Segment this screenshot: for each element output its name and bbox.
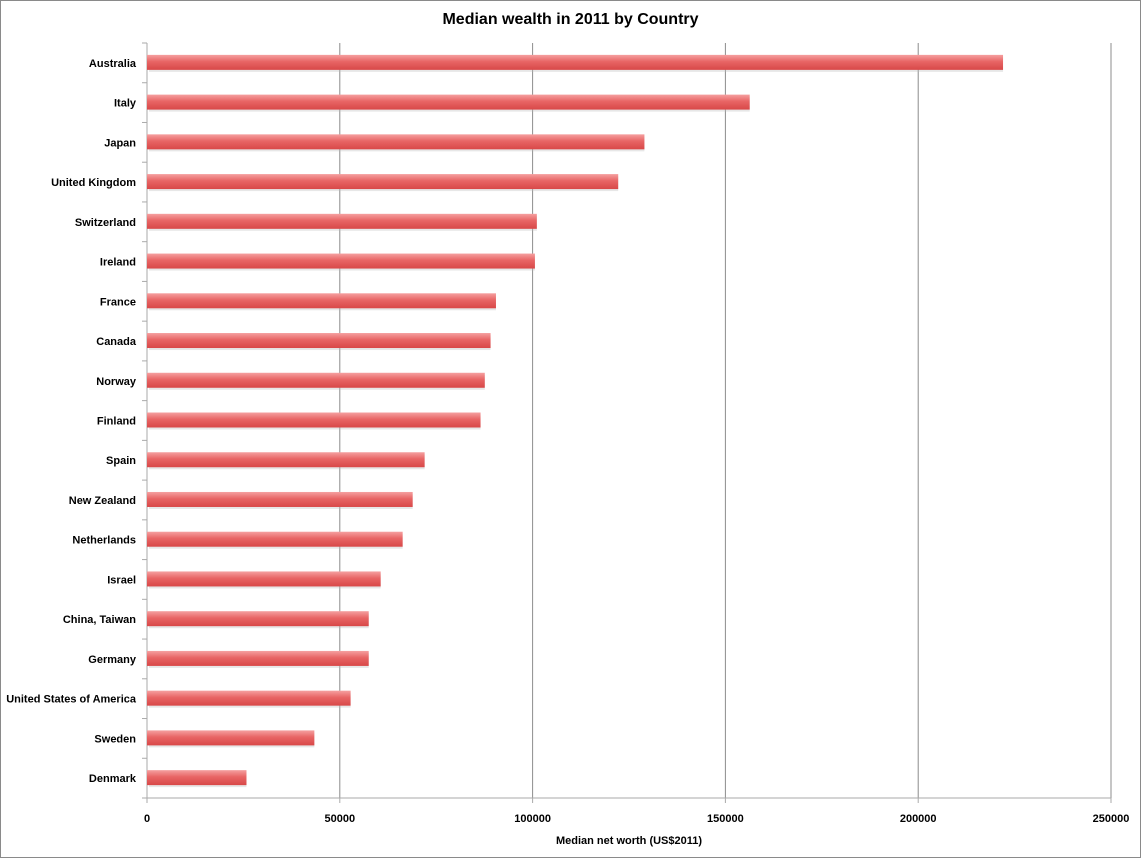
y-tick-label: Finland [97, 416, 136, 428]
x-tick-label: 50000 [325, 813, 356, 825]
chart-title: Median wealth in 2011 by Country [442, 11, 699, 28]
bar [147, 770, 247, 786]
x-axis-title: Median net worth (US$2011) [556, 835, 702, 847]
x-tick-label: 150000 [707, 813, 744, 825]
y-tick-label: Spain [106, 455, 136, 467]
bar [147, 134, 645, 150]
bar [147, 94, 750, 110]
bar [147, 54, 1004, 70]
y-tick-label: Sweden [94, 733, 136, 745]
y-tick-label: France [100, 296, 136, 308]
y-tick-label: Israel [107, 574, 136, 586]
y-tick-label: New Zealand [69, 495, 136, 507]
y-tick-label: China, Taiwan [63, 614, 136, 626]
y-tick-label: Canada [96, 336, 137, 348]
bar [147, 571, 381, 587]
y-tick-label: Australia [89, 58, 137, 70]
bar [147, 412, 481, 428]
y-tick-label: Switzerland [75, 217, 136, 229]
y-tick-label: Ireland [100, 257, 136, 269]
y-tick-label: Denmark [89, 773, 137, 785]
bar [147, 491, 413, 507]
bar [147, 452, 425, 468]
bar [147, 333, 491, 349]
y-tick-label: Germany [88, 654, 137, 666]
y-tick-label: United States of America [6, 694, 137, 706]
y-tick-label: Japan [104, 137, 136, 149]
x-tick-label: 0 [144, 813, 150, 825]
x-tick-label: 100000 [514, 813, 551, 825]
bar [147, 611, 369, 627]
bar [147, 293, 496, 309]
bar [147, 531, 403, 547]
x-tick-label: 200000 [900, 813, 937, 825]
bar [147, 372, 485, 388]
bar [147, 730, 315, 746]
y-tick-label: Netherlands [72, 535, 136, 547]
bar [147, 213, 537, 229]
bar [147, 650, 369, 666]
y-tick-label: Norway [96, 376, 137, 388]
bar [147, 253, 535, 269]
y-tick-label: United Kingdom [51, 177, 136, 189]
x-tick-label: 250000 [1093, 813, 1130, 825]
y-tick-label: Italy [114, 98, 137, 110]
bar [147, 690, 351, 706]
bar [147, 174, 619, 190]
